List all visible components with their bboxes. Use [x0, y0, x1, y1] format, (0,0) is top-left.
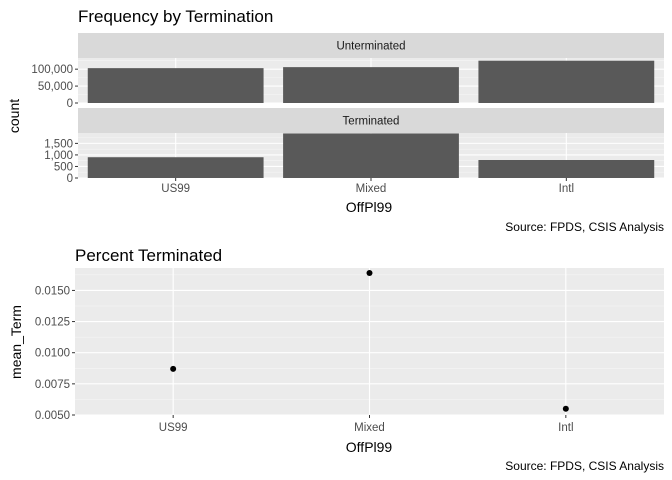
y-tick-label: 1,000	[44, 150, 73, 162]
y-tick-label: 0.0050	[35, 410, 70, 422]
frequency-chart-title: Frequency by Termination	[78, 7, 273, 26]
percent-chart-title: Percent Terminated	[75, 246, 222, 265]
point-mixed	[366, 269, 373, 276]
x-tick-label: Mixed	[354, 422, 385, 434]
x-tick-label: US99	[159, 422, 188, 434]
percent-caption: Source: FPDS, CSIS Analysis	[505, 459, 664, 473]
x-tick-label: Intl	[559, 183, 574, 195]
y-tick-label: 0.0100	[35, 348, 70, 360]
y-tick-label: 1,500	[44, 138, 73, 150]
y-tick-label: 50,000	[38, 81, 73, 93]
x-tick-label: US99	[161, 183, 190, 195]
x-tick-label: Mixed	[356, 183, 387, 195]
frequency-chart: Frequency by Termination Unterminated050…	[6, 7, 664, 234]
facet-strip	[78, 108, 664, 133]
facet-panels: Unterminated050,000100,000Terminated0500…	[31, 33, 664, 195]
facet-strip-label: Terminated	[343, 116, 400, 128]
y-tick-label: 500	[54, 161, 73, 173]
bar-us99	[87, 68, 264, 103]
frequency-y-axis-title: count	[6, 99, 22, 133]
bar-intl	[478, 60, 655, 103]
frequency-x-axis-title: OffPl99	[346, 199, 393, 215]
point-intl	[562, 405, 569, 412]
bar-intl	[478, 160, 655, 178]
y-tick-label: 0.0075	[35, 379, 70, 391]
frequency-caption: Source: FPDS, CSIS Analysis	[505, 220, 664, 234]
y-tick-label: 0	[67, 173, 73, 185]
percent-y-axis-title: mean_Term	[8, 305, 24, 379]
x-tick-label: Intl	[558, 422, 573, 434]
y-tick-label: 0.0125	[35, 317, 70, 329]
bar-mixed	[283, 67, 459, 103]
point-us99	[170, 365, 177, 372]
scatter-panel: 0.0050 0.0075 0.0100 0.0125 0.0150 US99 Mixed I…	[35, 268, 664, 434]
facet-strip-label: Unterminated	[336, 41, 405, 53]
percent-x-axis-title: OffPl99	[346, 439, 393, 455]
y-tick-label: 100,000	[31, 64, 73, 76]
bar-us99	[87, 157, 264, 178]
facet-strip	[78, 33, 664, 58]
bar-mixed	[283, 133, 459, 178]
y-tick-label: 0	[67, 98, 73, 110]
y-tick-label: 0.0150	[35, 285, 70, 297]
percent-chart: Percent Terminated 0.00500.00750.01000.0…	[8, 246, 664, 473]
